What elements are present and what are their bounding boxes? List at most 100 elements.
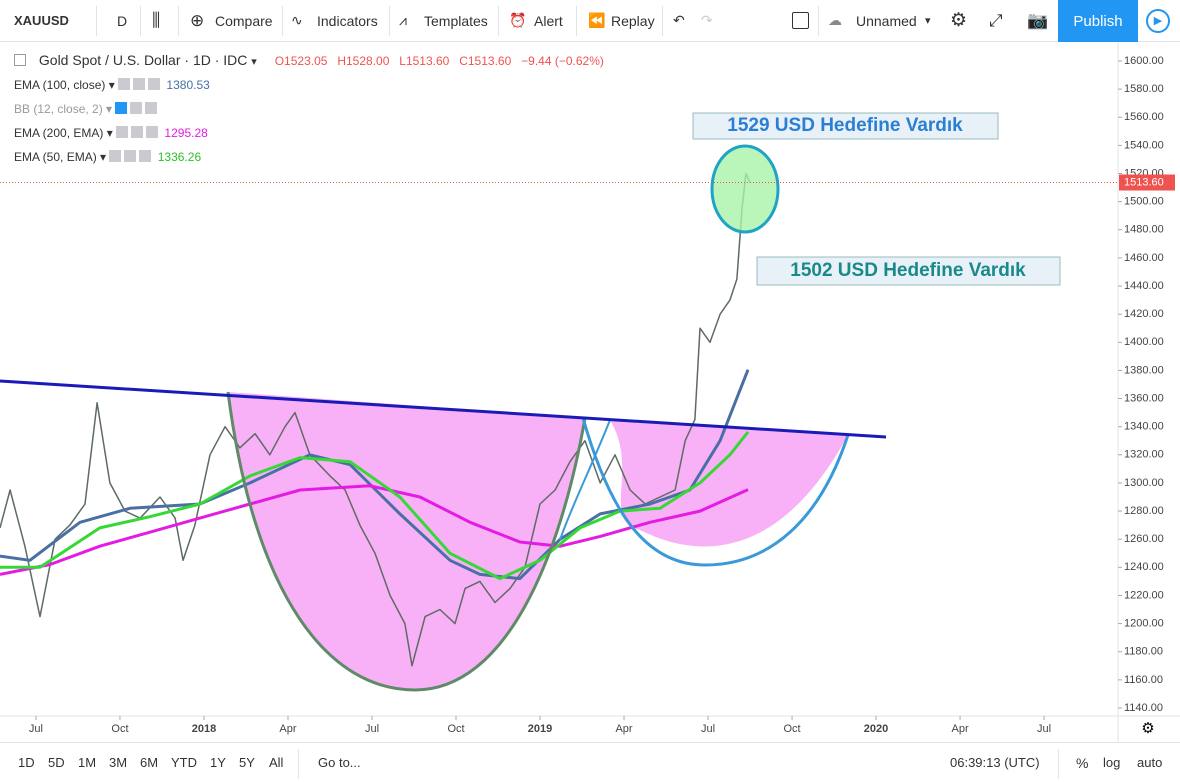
annotation: 1529 USD Hedefine Vardık (727, 115, 963, 136)
undo[interactable]: ↶ (673, 12, 685, 28)
x-tick-label: Apr (951, 723, 968, 735)
range-button[interactable]: 5Y (239, 755, 255, 770)
play-button[interactable]: ▶ (1146, 8, 1170, 33)
compare[interactable]: Compare (215, 12, 273, 29)
x-tick-label: Oct (111, 723, 128, 735)
publish-button[interactable]: Publish (1058, 0, 1138, 42)
y-tick-label: 1160.00 (1124, 674, 1163, 686)
y-tick-label: 1340.00 (1124, 421, 1164, 433)
y-tick-label: 1380.00 (1124, 364, 1164, 376)
price-line (0, 172, 751, 667)
chart-type-icon[interactable]: ⫼ (152, 10, 161, 30)
separator (389, 6, 390, 36)
series-layer (0, 172, 751, 667)
legend-entry[interactable]: EMA (200, EMA) (14, 126, 104, 140)
templates[interactable]: Templates (424, 12, 488, 29)
legend-row: EMA (50, EMA) ▾ 1336.26 (14, 150, 202, 164)
cloud-icon[interactable]: ☁ (828, 12, 842, 28)
ohlc-high: H1528.00 (337, 54, 390, 68)
separator (576, 6, 577, 36)
separator (96, 6, 97, 36)
percent-toggle[interactable]: % (1076, 754, 1089, 771)
ema-line (0, 484, 749, 576)
top-toolbar: XAUUSD D ⫼ ⊕ Compare ∿ Indicators ⩘ Temp… (0, 0, 1180, 42)
symbol[interactable]: XAUUSD (14, 13, 69, 28)
legend-entry[interactable]: BB (12, close, 2) (14, 102, 103, 116)
x-tick-label: Apr (615, 723, 632, 735)
alert-icon[interactable]: ⏰ (509, 12, 527, 28)
alert[interactable]: Alert (534, 12, 563, 29)
x-tick-label: Jul (1037, 723, 1051, 735)
range-button[interactable]: 5D (48, 755, 65, 770)
legend-row: EMA (100, close) ▾ 1380.53 (14, 78, 210, 92)
bottom-toolbar: 1D 5D 1M 3M 6M YTD 1Y 5Y All Go to... 06:39:13 (… (0, 742, 1180, 782)
y-tick-label: 1580.00 (1124, 83, 1164, 95)
y-tick-label: 1220.00 (1124, 589, 1164, 601)
ema-line (0, 430, 750, 581)
separator (140, 6, 141, 36)
y-tick-label: 1240.00 (1124, 561, 1164, 573)
legend-row: EMA (200, EMA) ▾ 1295.28 (14, 126, 208, 140)
range-button[interactable]: 3M (109, 755, 128, 770)
cup-curve (226, 391, 587, 692)
x-tick-label: Jul (701, 723, 715, 735)
collapse-icon[interactable] (14, 54, 26, 66)
legend-value: 1380.53 (166, 78, 210, 92)
interval[interactable]: D (117, 12, 128, 29)
layout-name[interactable]: Unnamed (856, 12, 917, 29)
range-button[interactable]: YTD (171, 755, 197, 770)
separator (1058, 749, 1059, 779)
y-tick-label: 1440.00 (1124, 280, 1164, 292)
trend-line (0, 379, 887, 439)
legend-entry[interactable]: EMA (100, close) (14, 78, 106, 92)
snapshot[interactable]: 📷 (1027, 10, 1049, 30)
separator (818, 6, 819, 36)
y-tick-label: 1600.00 (1124, 55, 1164, 67)
y-tick-label: 1560.00 (1124, 111, 1164, 123)
separator (282, 6, 283, 36)
ohlc-low: L1513.60 (399, 54, 450, 68)
indicators-icon[interactable]: ∿ (291, 12, 303, 28)
settings[interactable]: ⚙ (950, 10, 968, 31)
fullscreen[interactable]: ⤢ (989, 10, 1003, 30)
legend-title-row: Gold Spot / U.S. Dollar · 1D · IDC ▾ O15… (14, 52, 604, 68)
annotation-box (692, 112, 999, 140)
legend-entry[interactable]: EMA (50, EMA) (14, 150, 97, 164)
auto-toggle[interactable]: auto (1137, 755, 1163, 770)
last-price-tag (1119, 174, 1175, 191)
indicators[interactable]: Indicators (317, 12, 378, 29)
x-tick-label: Oct (447, 723, 464, 735)
range-button[interactable]: All (269, 755, 284, 770)
plot-area (0, 42, 1118, 716)
ohlc-open: O1523.05 (274, 54, 328, 68)
log-toggle[interactable]: log (1103, 755, 1121, 770)
y-tick-label: 1500.00 (1124, 196, 1164, 208)
separator (178, 6, 179, 36)
cup-curve (559, 419, 611, 541)
x-tick-label: Jul (365, 723, 379, 735)
range-button[interactable]: 1M (78, 755, 97, 770)
layout-icon[interactable] (792, 12, 809, 29)
last-price-label: 1513.60 (1124, 176, 1164, 188)
x-tick-label: 2018 (192, 723, 216, 735)
separator (498, 6, 499, 36)
templates-icon[interactable]: ⩘ (399, 12, 407, 28)
range-button[interactable]: 1D (18, 755, 35, 770)
replay-icon[interactable]: ⏪ (588, 12, 606, 28)
range-button[interactable]: 6M (140, 755, 159, 770)
replay[interactable]: Replay (611, 12, 655, 29)
dropdown-arrow[interactable]: ▾ (925, 15, 931, 27)
y-tick-label: 1400.00 (1124, 336, 1164, 348)
separator (662, 6, 663, 36)
x-tick-label: Oct (783, 723, 800, 735)
range-button[interactable]: 1Y (210, 755, 226, 770)
go-to[interactable]: Go to... (318, 755, 361, 770)
y-tick-label: 1540.00 (1124, 139, 1164, 151)
x-tick-label: Jul (29, 723, 43, 735)
compare-icon[interactable]: ⊕ (190, 10, 205, 30)
settings-icon[interactable]: ⚙ (1141, 720, 1154, 737)
cup-curve (581, 417, 850, 567)
